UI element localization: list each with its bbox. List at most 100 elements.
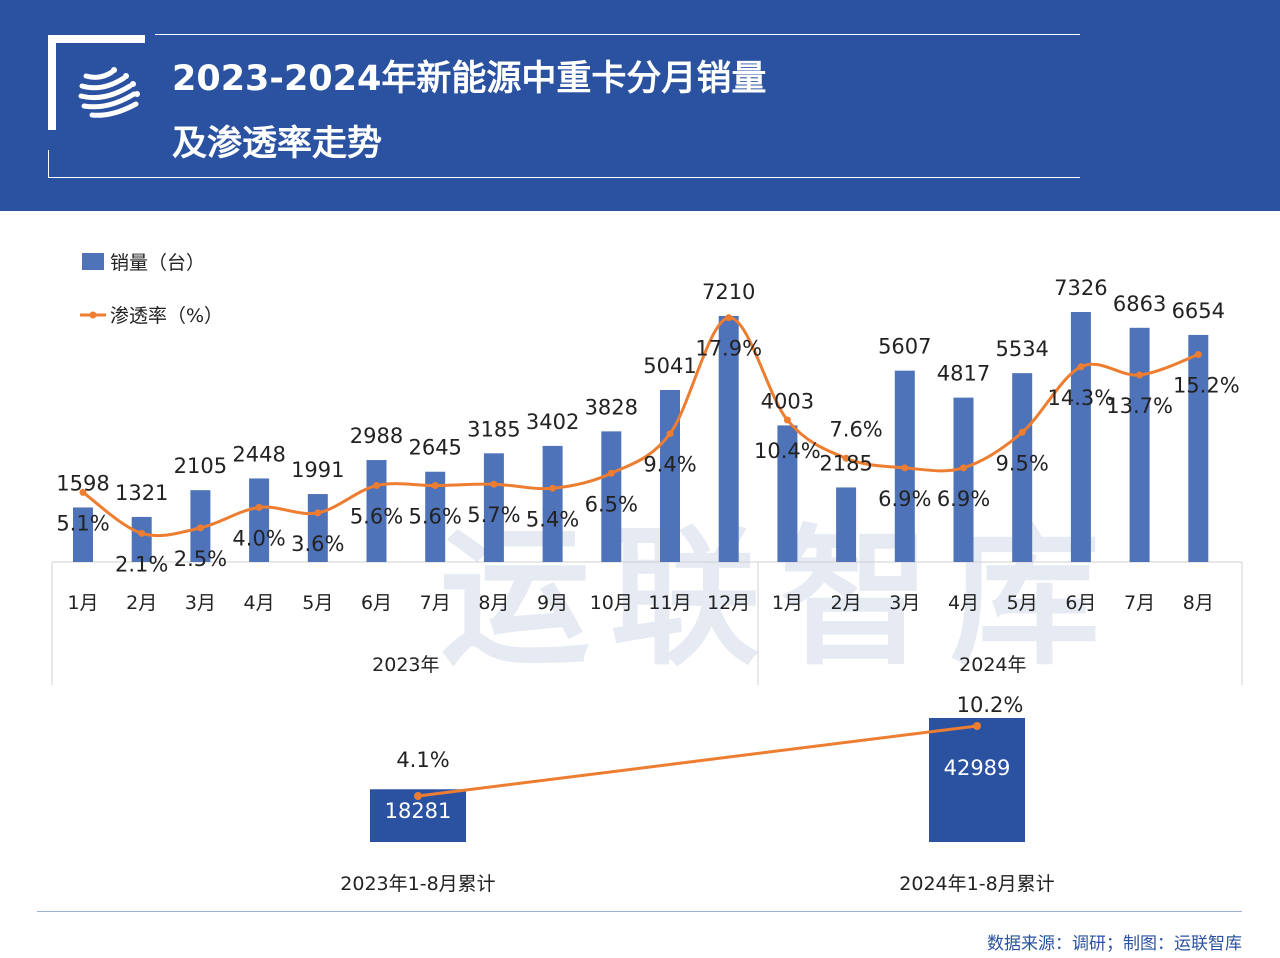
penetration-value-label: 4.0% [232, 526, 285, 550]
title-line-2: 及渗透率走势 [172, 124, 383, 164]
header-banner: 2023-2024年新能源中重卡分月销量 及渗透率走势 [0, 0, 1280, 211]
cumulative-penetration-line [417, 724, 978, 798]
penetration-value-label: 5.6% [350, 505, 403, 529]
category-tick-label: 2月 [126, 592, 157, 614]
penetration-marker [1194, 351, 1202, 359]
sales-value-label: 2448 [232, 442, 285, 466]
sales-value-label: 1321 [115, 481, 168, 505]
sales-bar [836, 487, 857, 562]
line-series [79, 314, 1202, 538]
penetration-marker [79, 488, 87, 496]
category-tick-label: 6月 [1065, 592, 1096, 614]
sales-bar [1070, 312, 1091, 562]
cumulative-penetration-marker [414, 792, 422, 800]
sales-value-label: 1598 [56, 471, 109, 495]
sales-value-label: 2185 [819, 451, 872, 475]
frame-bracket-top [48, 35, 145, 43]
legend: 销量（台） 渗透率（%） [80, 252, 223, 327]
penetration-marker [607, 469, 615, 477]
penetration-value-label: 6.5% [585, 492, 638, 516]
group-label: 2023年 [372, 654, 439, 676]
cumulative-penetration-label: 10.2% [957, 693, 1024, 717]
penetration-marker [666, 430, 674, 438]
penetration-value-label: 13.7% [1106, 394, 1173, 418]
penetration-value-label: 9.4% [643, 453, 696, 477]
category-tick-label: 3月 [889, 592, 920, 614]
sales-bar [425, 471, 446, 562]
penetration-marker [314, 509, 322, 517]
penetration-value-label: 3.6% [291, 532, 344, 556]
sales-bar [542, 445, 563, 562]
penetration-marker [725, 314, 733, 322]
penetration-value-label: 14.3% [1048, 386, 1115, 410]
category-tick-label: 10月 [590, 592, 633, 614]
frame-line-top [155, 34, 1080, 35]
sales-value-label: 6863 [1113, 292, 1166, 316]
sales-bar [1129, 327, 1150, 562]
penetration-marker [490, 480, 498, 488]
frame-bracket-left [48, 35, 56, 130]
sales-bar [660, 389, 680, 562]
sales-bar [953, 397, 974, 562]
penetration-marker [901, 464, 909, 472]
sales-bar [601, 431, 622, 562]
penetration-value-label: 6.9% [878, 487, 931, 511]
sales-bar [777, 425, 798, 562]
penetration-value-label: 2.5% [174, 547, 227, 571]
cumulative-penetration-marker [973, 722, 981, 730]
category-tick-label: 7月 [420, 592, 451, 614]
group-label: 2024年 [959, 654, 1026, 676]
sales-value-label: 7326 [1054, 276, 1107, 300]
category-tick-label: 5月 [1007, 592, 1038, 614]
sales-value-label: 4003 [761, 389, 814, 413]
category-tick-label: 7月 [1124, 592, 1155, 614]
cumulative-category-label: 2024年1-8月累计 [899, 873, 1054, 895]
category-tick-label: 5月 [302, 592, 333, 614]
penetration-marker [960, 464, 967, 472]
penetration-value-label: 5.4% [526, 507, 579, 531]
category-tick-label: 6月 [361, 592, 392, 614]
category-tick-label: 3月 [185, 592, 216, 614]
penetration-marker [1136, 371, 1144, 379]
category-tick-label: 4月 [948, 592, 979, 614]
sales-value-label: 1991 [291, 458, 344, 482]
sales-value-label: 3402 [526, 410, 579, 434]
sales-bar [1188, 334, 1209, 562]
category-tick-label: 8月 [1183, 592, 1214, 614]
sales-value-label: 2645 [408, 436, 461, 460]
sales-value-label: 4817 [937, 362, 990, 386]
category-axis: 2023年 2024年 1月 2月 3月 4月 5月 6月 7月 8月 9月 10月 11月 12月 1月 2… [51, 561, 1243, 685]
sales-bar [131, 516, 152, 562]
penetration-value-label: 5.7% [467, 503, 520, 527]
cumulative-summary-chart: 18281 2023年1-8月累计 42989 2024年1-8月累计 4.1% 10.2… [340, 693, 1054, 895]
legend-line-label: 渗透率（%） [110, 305, 223, 327]
cumulative-bar [929, 718, 1025, 842]
penetration-value-label: 5.1% [56, 511, 109, 535]
sales-bar [73, 507, 93, 562]
category-tick-label: 1月 [772, 592, 803, 614]
sales-value-label: 2105 [174, 454, 227, 478]
penetration-marker [431, 482, 439, 490]
penetration-marker [783, 416, 791, 424]
penetration-marker [255, 503, 263, 511]
sales-value-label: 5041 [643, 354, 696, 378]
penetration-value-label: 2.1% [115, 552, 168, 576]
cumulative-value-label: 18281 [385, 799, 452, 823]
cumulative-category-label: 2023年1-8月累计 [340, 873, 495, 895]
globe-stars-logo-icon [78, 67, 140, 118]
penetration-value-label: 15.2% [1173, 374, 1240, 398]
sales-value-label: 6654 [1172, 299, 1225, 323]
legend-bar-swatch [82, 253, 104, 270]
penetration-value-label: 17.9% [695, 337, 762, 361]
penetration-marker [138, 529, 146, 537]
sales-value-label: 3828 [585, 395, 638, 419]
footer-divider [37, 911, 1242, 912]
penetration-value-label: 7.6% [829, 417, 882, 441]
legend-bar-label: 销量（台） [110, 252, 205, 274]
penetration-value-label: 10.4% [754, 439, 821, 463]
sales-value-label: 7210 [702, 280, 755, 304]
category-tick-label: 11月 [648, 592, 691, 614]
penetration-value-label: 6.9% [937, 487, 990, 511]
